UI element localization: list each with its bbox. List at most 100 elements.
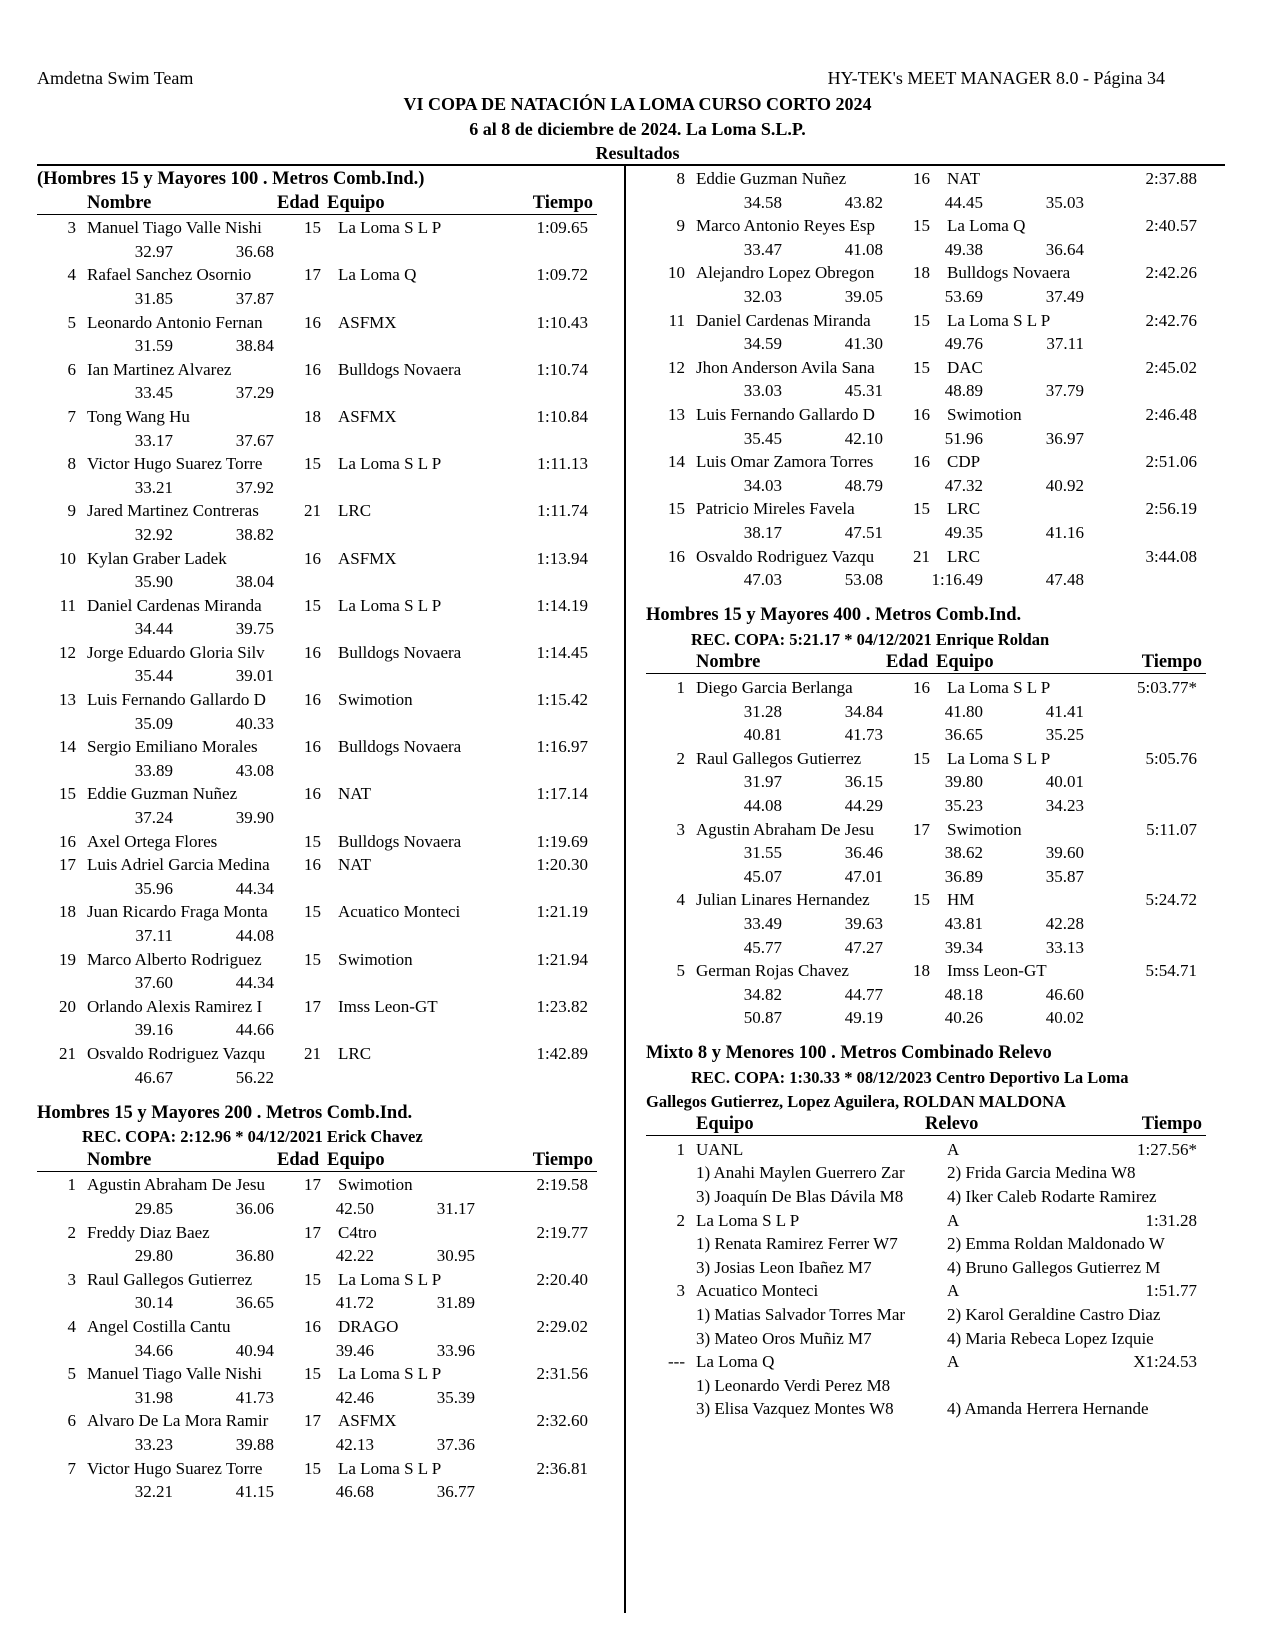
team: ASFMX [338, 312, 397, 332]
place: 10 [668, 263, 685, 283]
relay-swimmer: 2) Frida Garcia Medina W8 [947, 1163, 1136, 1183]
age: 15 [913, 499, 930, 519]
split-time: 37.11 [1046, 334, 1084, 354]
splits-row: 38.17 47.51 49.35 41.16 [646, 521, 1206, 545]
split-time: 41.73 [844, 725, 883, 745]
swimmer-name: Luis Fernando Gallardo D [87, 690, 266, 710]
place: 8 [67, 454, 77, 474]
event-title-text: Hombres 15 y Mayores 200 . Metros Comb.I… [37, 1102, 413, 1123]
header-age: Edad [277, 192, 320, 213]
split-time: 47.48 [1045, 570, 1084, 590]
split-time: 41.16 [1045, 522, 1084, 542]
result-row: 16 Osvaldo Rodriguez Vazqu 21 LRC 3:44.08 [646, 545, 1206, 569]
age: 16 [913, 404, 930, 424]
split-time: 44.45 [944, 192, 983, 212]
header-time: Tiempo [1141, 1114, 1202, 1135]
relay-swimmer: 3) Elisa Vazquez Montes W8 [696, 1399, 894, 1419]
final-time: 1:10.84 [536, 406, 588, 426]
relay-letter: A [947, 1281, 960, 1301]
splits-row: 34.82 44.77 48.18 46.60 [646, 983, 1206, 1007]
place: 20 [59, 996, 76, 1016]
place: 21 [59, 1043, 76, 1063]
team: ASFMX [338, 406, 397, 426]
split-time: 35.87 [1045, 866, 1084, 886]
result-row: 6 Ian Martinez Alvarez 16 Bulldogs Novaera 1… [37, 358, 597, 382]
place: 3 [67, 218, 77, 238]
result-row: 5 Manuel Tiago Valle Nishi 15 La Loma S L P… [37, 1362, 597, 1386]
result-row: 12 Jorge Eduardo Gloria Silv 16 Bulldogs No… [37, 641, 597, 665]
split-time: 35.23 [944, 795, 983, 815]
splits-row: 34.44 39.75 [37, 617, 597, 641]
split-time: 36.68 [235, 241, 274, 261]
final-time: 2:46.48 [1145, 404, 1197, 424]
age: 18 [913, 961, 930, 981]
split-time: 39.46 [335, 1340, 374, 1360]
team: La Loma S L P [338, 1458, 442, 1478]
relay-swimmer: 2) Karol Geraldine Castro Diaz [947, 1304, 1161, 1324]
header-time: Tiempo [1141, 652, 1202, 673]
team: Bulldogs Novaera [338, 831, 462, 851]
team: NAT [338, 855, 372, 875]
split-time: 36.77 [436, 1482, 475, 1502]
team: La Loma S L P [338, 595, 442, 615]
split-time: 33.17 [134, 430, 173, 450]
split-time: 40.01 [1045, 772, 1084, 792]
final-time: 1:42.89 [536, 1043, 588, 1063]
event-title: Hombres 15 y Mayores 200 . Metros Comb.I… [37, 1102, 597, 1126]
split-time: 43.81 [944, 913, 983, 933]
swimmer-name: Jared Martinez Contreras [87, 501, 259, 521]
place: 5 [67, 1364, 77, 1384]
record-holders-text: Gallegos Gutierrez, Lopez Aguilera, ROLD… [646, 1091, 1066, 1111]
final-time: 2:37.88 [1145, 169, 1197, 188]
split-time: 40.81 [743, 725, 782, 745]
split-time: 41.73 [235, 1387, 274, 1407]
split-time: 49.76 [944, 334, 983, 354]
event-title: Hombres 15 y Mayores 400 . Metros Comb.I… [646, 604, 1206, 628]
final-time: 1:09.72 [536, 265, 588, 285]
split-time: 31.55 [743, 843, 782, 863]
swimmer-name: German Rojas Chavez [696, 961, 849, 981]
final-time: 1:21.19 [536, 902, 588, 922]
splits-row: 32.97 36.68 [37, 240, 597, 264]
team: La Loma S L P [338, 454, 442, 474]
swimmer-name: Raul Gallegos Gutierrez [696, 748, 862, 768]
result-row: 17 Luis Adriel Garcia Medina 16 NAT 1:20.30 [37, 853, 597, 877]
final-time: 5:03.77* [1137, 677, 1197, 697]
split-time: 39.80 [944, 772, 983, 792]
split-time: 39.05 [844, 286, 883, 306]
split-time: 44.34 [235, 973, 274, 993]
place: 12 [59, 642, 76, 662]
place: 5 [67, 312, 77, 332]
relay-team: Acuatico Monteci [696, 1281, 819, 1301]
meet-dates: 6 al 8 de diciembre de 2024. La Loma S.L… [469, 119, 806, 139]
final-time: 5:11.07 [1146, 819, 1197, 839]
split-time: 44.08 [743, 795, 782, 815]
relay-swimmer: 1) Renata Ramirez Ferrer W7 [696, 1234, 898, 1254]
result-row: 15 Eddie Guzman Nuñez 16 NAT 1:17.14 [37, 782, 597, 806]
split-time: 49.19 [844, 1008, 883, 1028]
final-time: 5:54.71 [1145, 961, 1197, 981]
split-time: 32.97 [134, 241, 173, 261]
column-headers: Nombre Edad Equipo Tiempo [646, 651, 1206, 675]
age: 16 [304, 737, 321, 757]
place: 3 [676, 1281, 686, 1301]
relay-swimmers-row: 1) Matias Salvador Torres Mar 2) Karol Ge… [646, 1303, 1206, 1327]
swimmer-name: Luis Fernando Gallardo D [696, 404, 875, 424]
split-time: 47.32 [944, 475, 983, 495]
result-row: 1 Diego Garcia Berlanga 16 La Loma S L P 5:0… [646, 676, 1206, 700]
result-row: 1 Agustin Abraham De Jesu 17 Swimotion 2:19.… [37, 1173, 597, 1197]
final-time: 1:19.69 [536, 831, 588, 851]
final-time: 2:19.77 [536, 1222, 588, 1242]
team: LRC [947, 499, 981, 519]
column-headers: Equipo Relevo Tiempo [646, 1113, 1206, 1137]
split-time: 36.65 [944, 725, 983, 745]
splits-row: 35.09 40.33 [37, 712, 597, 736]
split-time: 37.87 [235, 288, 274, 308]
splits-row: 33.47 41.08 49.38 36.64 [646, 238, 1206, 262]
event-title-text: Mixto 8 y Menores 100 . Metros Combinado… [646, 1043, 1052, 1064]
team: DAC [947, 357, 983, 377]
place: 2 [67, 1222, 77, 1242]
split-time: 50.87 [743, 1008, 782, 1028]
place: 16 [59, 831, 76, 851]
swimmer-name: Leonardo Antonio Fernan [87, 312, 263, 332]
